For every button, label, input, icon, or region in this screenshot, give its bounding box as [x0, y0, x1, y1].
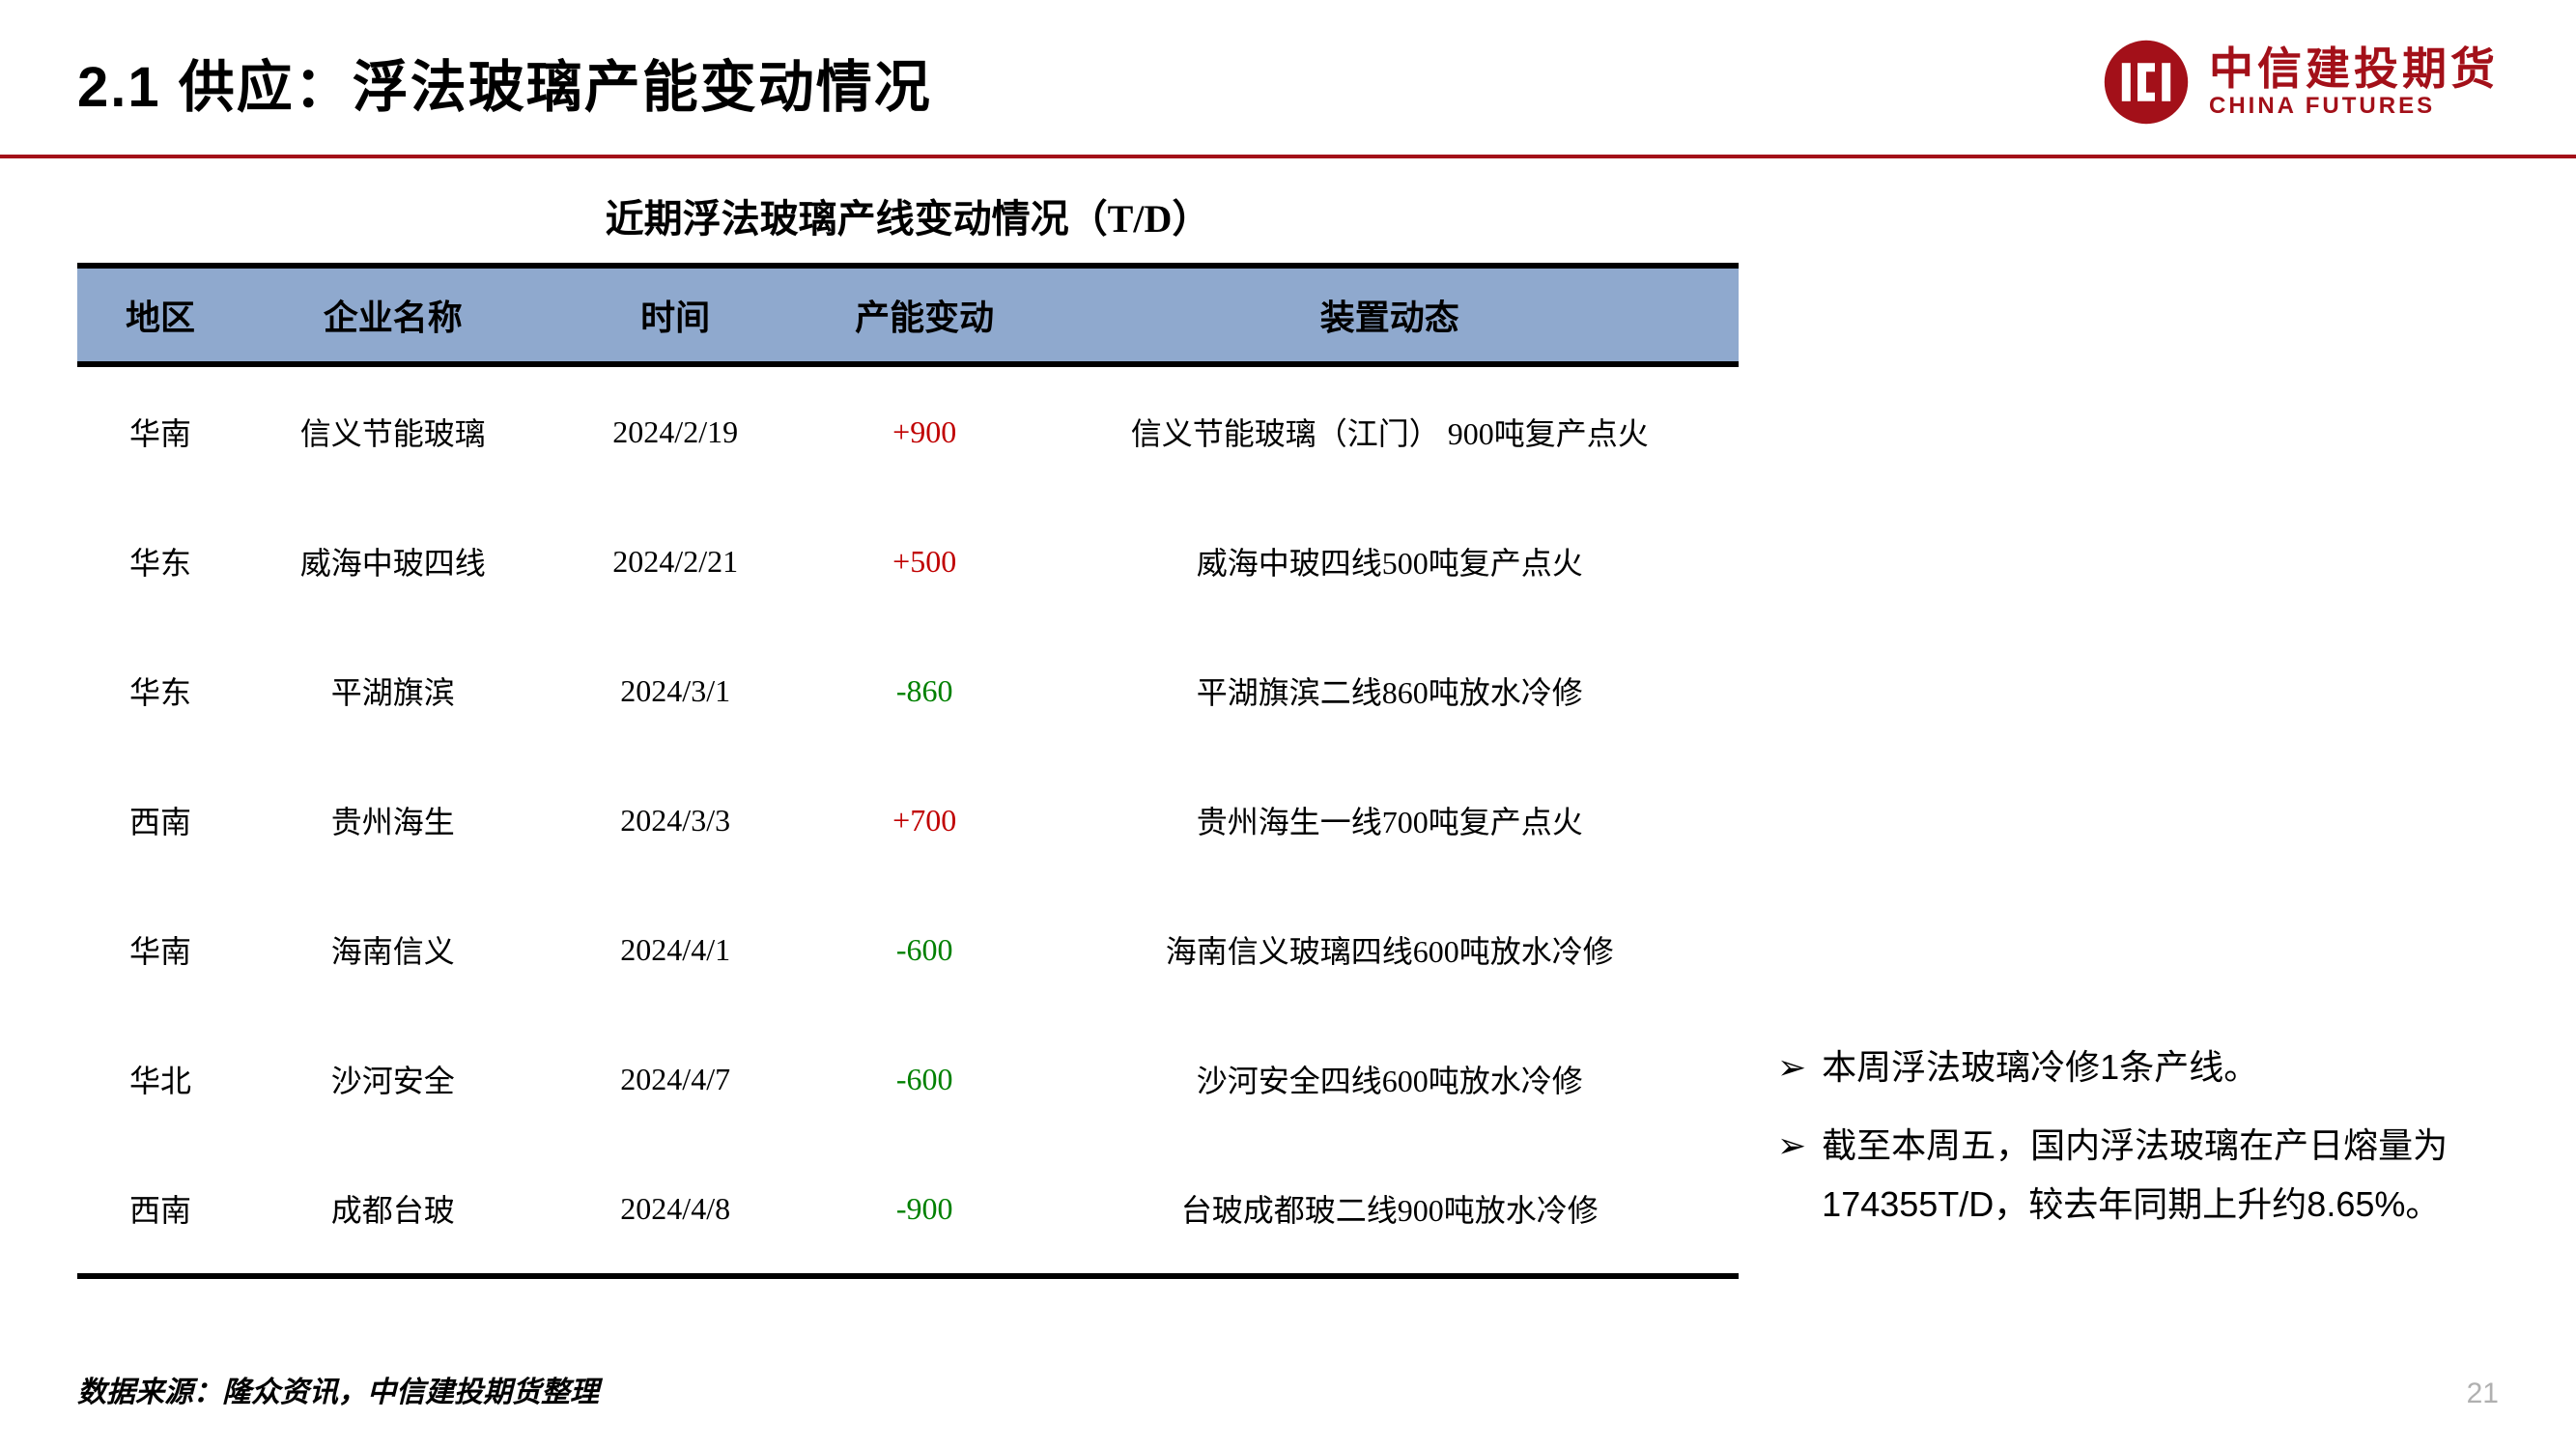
cell-date: 2024/2/21: [543, 497, 808, 626]
header-divider: [0, 155, 2576, 158]
note-text: 截至本周五，国内浮法玻璃在产日熔量为174355T/D，较去年同期上升约8.65…: [1822, 1116, 2499, 1234]
bullet-icon: ➢: [1777, 1037, 1806, 1096]
cell-date: 2024/4/8: [543, 1144, 808, 1276]
cell-change: -860: [808, 626, 1041, 755]
th-date: 时间: [543, 266, 808, 364]
cell-company: 威海中玻四线: [243, 497, 543, 626]
cell-region: 华东: [77, 626, 243, 755]
cell-company: 信义节能玻璃: [243, 364, 543, 497]
cell-company: 海南信义: [243, 885, 543, 1014]
slide-header: 2.1 供应：浮法玻璃产能变动情况 中信建投期货 CHINA FUTURES: [0, 0, 2576, 145]
cell-company: 成都台玻: [243, 1144, 543, 1276]
logo-text-cn: 中信建投期货: [2209, 44, 2499, 94]
th-region: 地区: [77, 266, 243, 364]
table-row: 华东威海中玻四线2024/2/21+500威海中玻四线500吨复产点火: [77, 497, 1739, 626]
cell-region: 西南: [77, 755, 243, 885]
table-section: 近期浮法玻璃产线变动情况（T/D） 地区 企业名称 时间 产能变动 装置动态 华…: [77, 187, 1739, 1279]
cell-change: +500: [808, 497, 1041, 626]
side-notes: ➢本周浮法玻璃冷修1条产线。➢截至本周五，国内浮法玻璃在产日熔量为174355T…: [1777, 187, 2499, 1279]
cell-date: 2024/3/3: [543, 755, 808, 885]
th-change: 产能变动: [808, 266, 1041, 364]
table-row: 西南贵州海生2024/3/3+700贵州海生一线700吨复产点火: [77, 755, 1739, 885]
page-number: 21: [2467, 1378, 2499, 1410]
cell-date: 2024/4/1: [543, 885, 808, 1014]
cell-status: 信义节能玻璃（江门） 900吨复产点火: [1041, 364, 1739, 497]
cell-region: 华南: [77, 885, 243, 1014]
table-title: 近期浮法玻璃产线变动情况（T/D）: [77, 187, 1739, 243]
table-row: 华南信义节能玻璃2024/2/19+900信义节能玻璃（江门） 900吨复产点火: [77, 364, 1739, 497]
cell-change: -600: [808, 885, 1041, 1014]
table-row: 华北沙河安全2024/4/7-600沙河安全四线600吨放水冷修: [77, 1014, 1739, 1144]
logo-icon: [2103, 39, 2190, 126]
company-logo: 中信建投期货 CHINA FUTURES: [2103, 39, 2499, 126]
cell-company: 沙河安全: [243, 1014, 543, 1144]
table-row: 华南海南信义2024/4/1-600海南信义玻璃四线600吨放水冷修: [77, 885, 1739, 1014]
slide-footer: 数据来源：隆众资讯，中信建投期货整理 21: [77, 1368, 2499, 1410]
cell-date: 2024/3/1: [543, 626, 808, 755]
capacity-table: 地区 企业名称 时间 产能变动 装置动态 华南信义节能玻璃2024/2/19+9…: [77, 263, 1739, 1279]
note-item: ➢ 本周浮法玻璃冷修1条产线。: [1777, 1037, 2499, 1096]
cell-change: -600: [808, 1014, 1041, 1144]
table-header-row: 地区 企业名称 时间 产能变动 装置动态: [77, 266, 1739, 364]
cell-status: 威海中玻四线500吨复产点火: [1041, 497, 1739, 626]
th-company: 企业名称: [243, 266, 543, 364]
logo-text: 中信建投期货 CHINA FUTURES: [2209, 44, 2499, 121]
cell-date: 2024/4/7: [543, 1014, 808, 1144]
cell-region: 西南: [77, 1144, 243, 1276]
cell-change: -900: [808, 1144, 1041, 1276]
table-row: 华东平湖旗滨2024/3/1-860平湖旗滨二线860吨放水冷修: [77, 626, 1739, 755]
th-status: 装置动态: [1041, 266, 1739, 364]
cell-status: 平湖旗滨二线860吨放水冷修: [1041, 626, 1739, 755]
note-item: ➢截至本周五，国内浮法玻璃在产日熔量为174355T/D，较去年同期上升约8.6…: [1777, 1116, 2499, 1234]
page-title: 2.1 供应：浮法玻璃产能变动情况: [77, 42, 932, 123]
cell-status: 海南信义玻璃四线600吨放水冷修: [1041, 885, 1739, 1014]
data-source: 数据来源：隆众资讯，中信建投期货整理: [77, 1368, 599, 1410]
cell-date: 2024/2/19: [543, 364, 808, 497]
table-row: 西南成都台玻2024/4/8-900台玻成都玻二线900吨放水冷修: [77, 1144, 1739, 1276]
cell-company: 平湖旗滨: [243, 626, 543, 755]
cell-status: 台玻成都玻二线900吨放水冷修: [1041, 1144, 1739, 1276]
cell-status: 贵州海生一线700吨复产点火: [1041, 755, 1739, 885]
cell-change: +900: [808, 364, 1041, 497]
note-text: 本周浮法玻璃冷修1条产线。: [1822, 1037, 2258, 1096]
cell-status: 沙河安全四线600吨放水冷修: [1041, 1014, 1739, 1144]
cell-company: 贵州海生: [243, 755, 543, 885]
cell-region: 华北: [77, 1014, 243, 1144]
cell-change: +700: [808, 755, 1041, 885]
cell-region: 华南: [77, 364, 243, 497]
content-area: 近期浮法玻璃产线变动情况（T/D） 地区 企业名称 时间 产能变动 装置动态 华…: [0, 187, 2576, 1279]
logo-text-en: CHINA FUTURES: [2209, 93, 2499, 120]
bullet-icon: ➢: [1777, 1116, 1806, 1234]
cell-region: 华东: [77, 497, 243, 626]
